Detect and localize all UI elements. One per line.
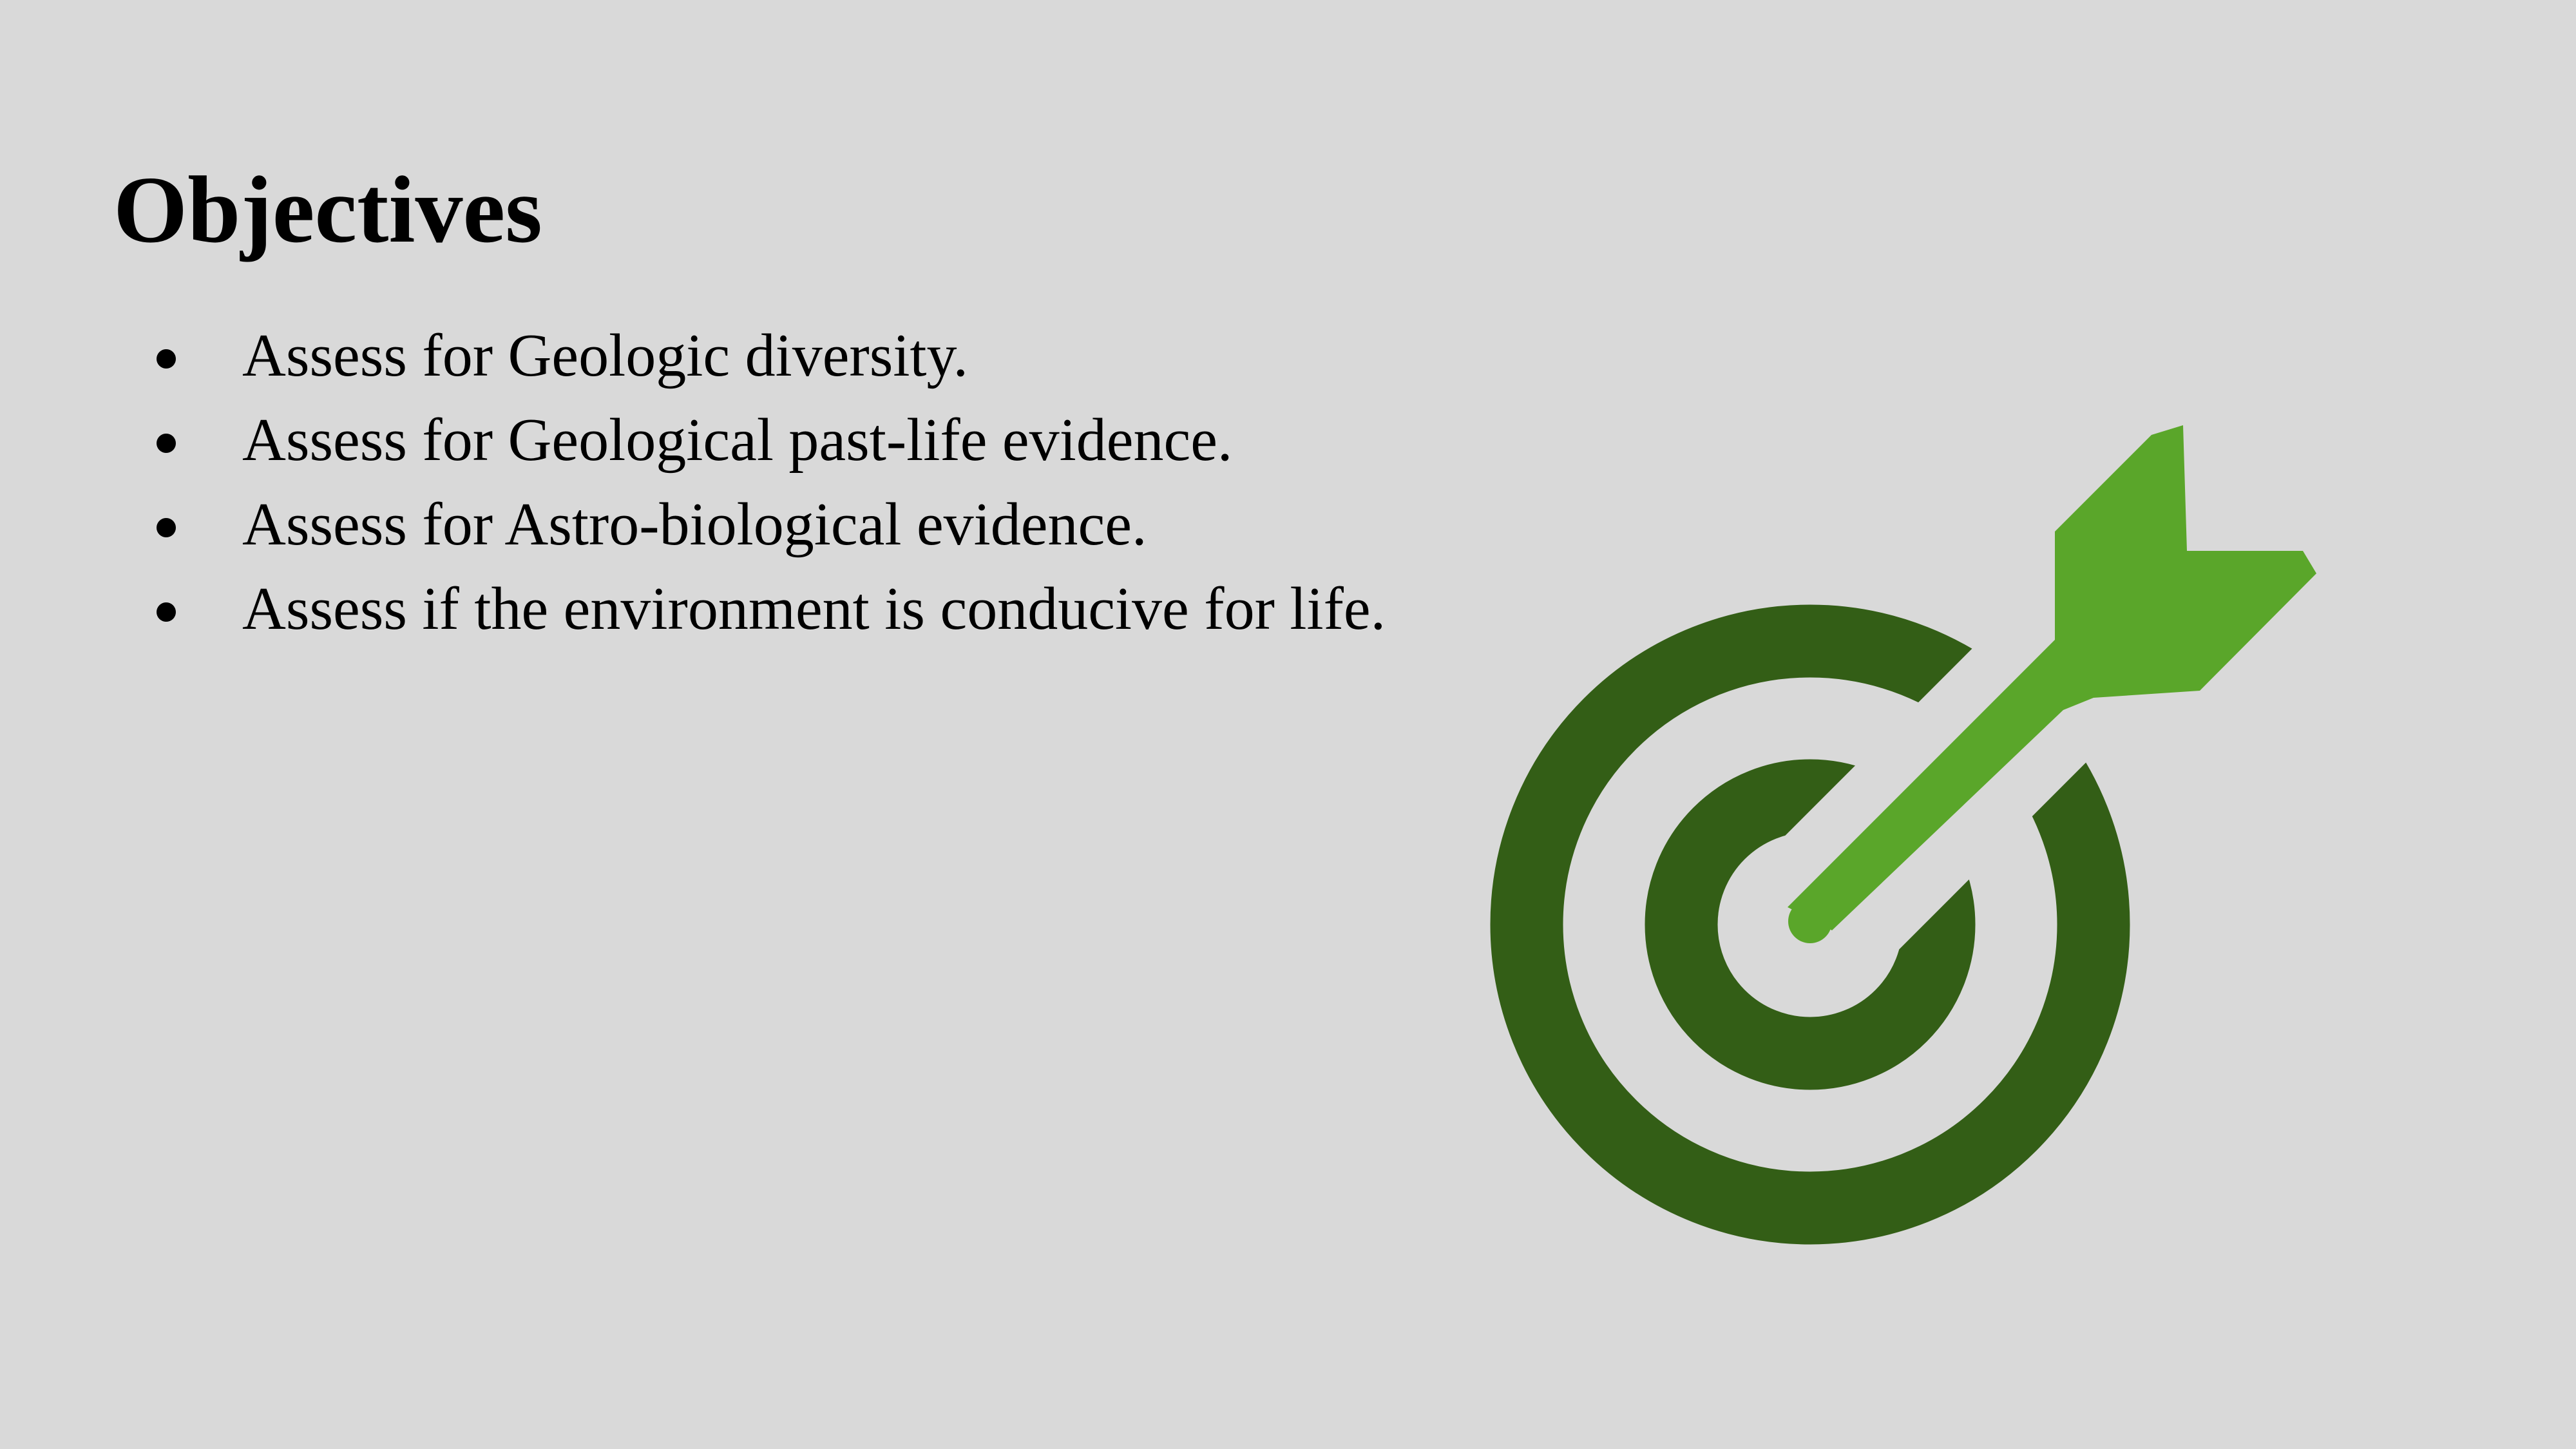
target-icon: [1490, 604, 2130, 1245]
objective-text: Assess for Geologic diversity.: [242, 322, 968, 389]
bullet-icon: [157, 349, 176, 369]
arrow-icon: [1788, 425, 2316, 943]
bullet-icon: [157, 434, 176, 453]
objective-text: Assess if the environment is conducive f…: [242, 575, 1386, 642]
objective-text: Assess for Geological past-life evidence…: [242, 407, 1233, 474]
objective-text: Assess for Astro-biological evidence.: [242, 491, 1147, 558]
bullet-icon: [157, 602, 176, 622]
bullet-icon: [157, 518, 176, 537]
slide-title: Objectives: [113, 157, 542, 263]
target-with-arrow-icon: [1490, 425, 2316, 1245]
